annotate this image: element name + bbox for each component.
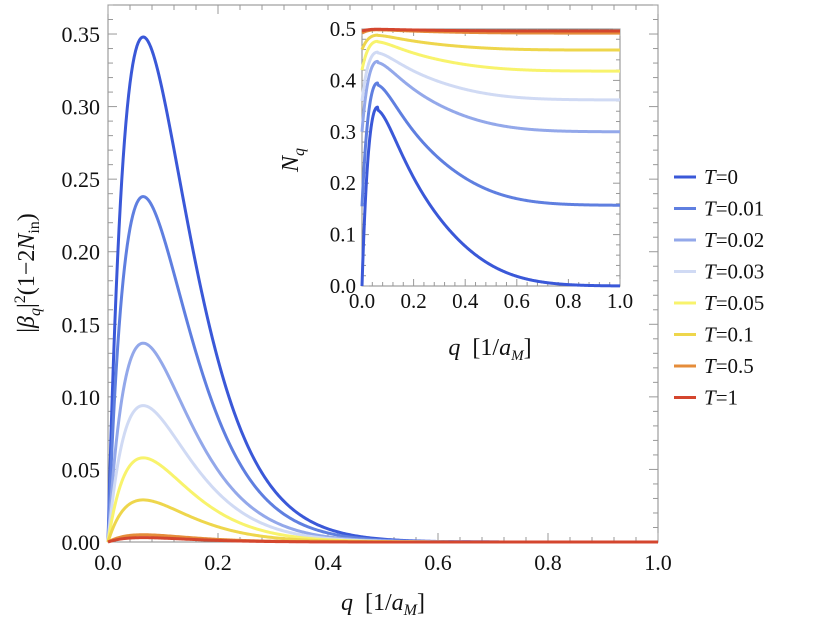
inset-x-tick-label: 0.0 <box>349 289 375 313</box>
main-x-tick-label: 0.6 <box>424 550 452 575</box>
main-y-sub: q <box>27 308 44 316</box>
main-y-var2: N <box>14 232 40 251</box>
main-series-group <box>106 35 659 544</box>
main-y-tick-label: 0.10 <box>62 385 101 410</box>
main-y-sup: 2 <box>12 295 29 303</box>
main-y-sub2: in <box>26 221 43 233</box>
inset-series-line <box>361 27 621 33</box>
inset-y-axis-label: Nq <box>278 148 308 173</box>
inset-x-tick-labels: 0.0 0.2 0.4 0.6 0.8 1.0 <box>349 289 633 313</box>
legend-label: T=0.5 <box>704 354 754 378</box>
main-y-axis-label: |βq|2(1−2Nin) <box>12 213 44 333</box>
main-y-var: β <box>14 316 40 329</box>
inset-x-axis-label: q [1/aM] <box>448 335 531 364</box>
main-y-tick-labels: 0.00 0.05 0.10 0.15 0.20 0.25 0.30 0.35 <box>62 22 101 555</box>
main-y-end: ) <box>14 213 40 221</box>
main-series-line <box>106 341 659 544</box>
inset-y-tick-label: 0.2 <box>330 171 356 195</box>
main-y-tick-label: 0.35 <box>62 22 101 47</box>
main-y-tick-label: 0.30 <box>62 95 101 120</box>
inset-x-tick-label: 0.6 <box>504 289 530 313</box>
inset-y-tick-label: 0.1 <box>330 223 356 247</box>
inset-y-tick-label: 0.4 <box>330 68 357 92</box>
main-x-tick-labels: 0.0 0.2 0.4 0.6 0.8 1.0 <box>94 550 672 575</box>
legend-label: T=0.1 <box>704 323 754 347</box>
inset-y-var: N <box>278 154 304 173</box>
inset-y-tick-label: 0.5 <box>330 17 356 41</box>
legend-label: T=0.05 <box>704 291 764 315</box>
inset-x-tick-label: 1.0 <box>607 289 633 313</box>
main-y-bar-right: | <box>14 303 40 308</box>
inset-x-tick-label: 0.4 <box>452 289 479 313</box>
legend-label: T=0.02 <box>704 228 764 252</box>
main-y-tick-label: 0.20 <box>62 240 101 265</box>
inset-x-unit-sub: M <box>510 348 525 364</box>
inset-y-tick-label: 0.3 <box>330 120 356 144</box>
inset-series-line <box>360 39 621 73</box>
legend-label: T=0.03 <box>704 260 764 284</box>
main-x-tick-label: 0.8 <box>534 550 562 575</box>
main-y-tick-label: 0.00 <box>62 530 101 555</box>
inset-x-tick-label: 0.2 <box>400 289 426 313</box>
main-y-bar-left: | <box>14 328 40 333</box>
main-x-tick-label: 0.4 <box>314 550 342 575</box>
main-x-unit-var: a <box>392 590 404 616</box>
inset-x-unit-suffix: ] <box>524 335 532 361</box>
main-y-tick-label: 0.05 <box>62 457 101 482</box>
inset-series-line <box>360 50 621 102</box>
main-y-tick-label: 0.25 <box>62 167 101 192</box>
inset-x-unit-var: a <box>499 335 511 361</box>
inset-series-line <box>360 59 621 134</box>
main-ticks <box>107 4 659 543</box>
main-series-line <box>106 404 659 544</box>
main-x-tick-label: 0.2 <box>204 550 232 575</box>
legend-label: T=1 <box>704 386 738 410</box>
inset-y-tick-labels: 0.0 0.1 0.2 0.3 0.4 0.5 <box>330 17 357 298</box>
inset-x-var: q <box>448 335 460 361</box>
main-x-tick-label: 0.0 <box>94 550 122 575</box>
main-series-line <box>106 498 659 544</box>
legend-label: T=0 <box>704 165 738 189</box>
legend: T=0 T=0.01 T=0.02 T=0.03 T=0.05 T=0.1 T=0.5 T=1 <box>674 165 764 410</box>
legend-label: T=0.01 <box>704 197 764 221</box>
main-x-axis-label: q [1/aM] <box>341 590 425 619</box>
main-x-unit-sub: M <box>403 602 419 619</box>
main-y-rest: (1−2 <box>14 250 40 296</box>
inset-y-tick-label: 0.0 <box>330 274 356 298</box>
main-x-var: q <box>341 590 353 616</box>
inset-x-unit-prefix: [1/ <box>472 335 499 361</box>
inset-plot-frame <box>361 28 621 287</box>
main-x-tick-label: 1.0 <box>644 550 672 575</box>
main-series-line <box>106 456 659 544</box>
inset-x-tick-label: 0.8 <box>555 289 581 313</box>
inset-y-sub: q <box>291 148 308 156</box>
main-y-tick-label: 0.15 <box>62 312 101 337</box>
inset-series-line <box>360 33 621 52</box>
main-series-line <box>107 536 659 544</box>
inset-series-line <box>360 105 621 288</box>
main-x-unit-prefix: [1/ <box>365 590 392 616</box>
main-x-unit-suffix: ] <box>417 590 425 616</box>
inset-series-group <box>360 27 621 288</box>
inset-series-line <box>360 81 621 207</box>
